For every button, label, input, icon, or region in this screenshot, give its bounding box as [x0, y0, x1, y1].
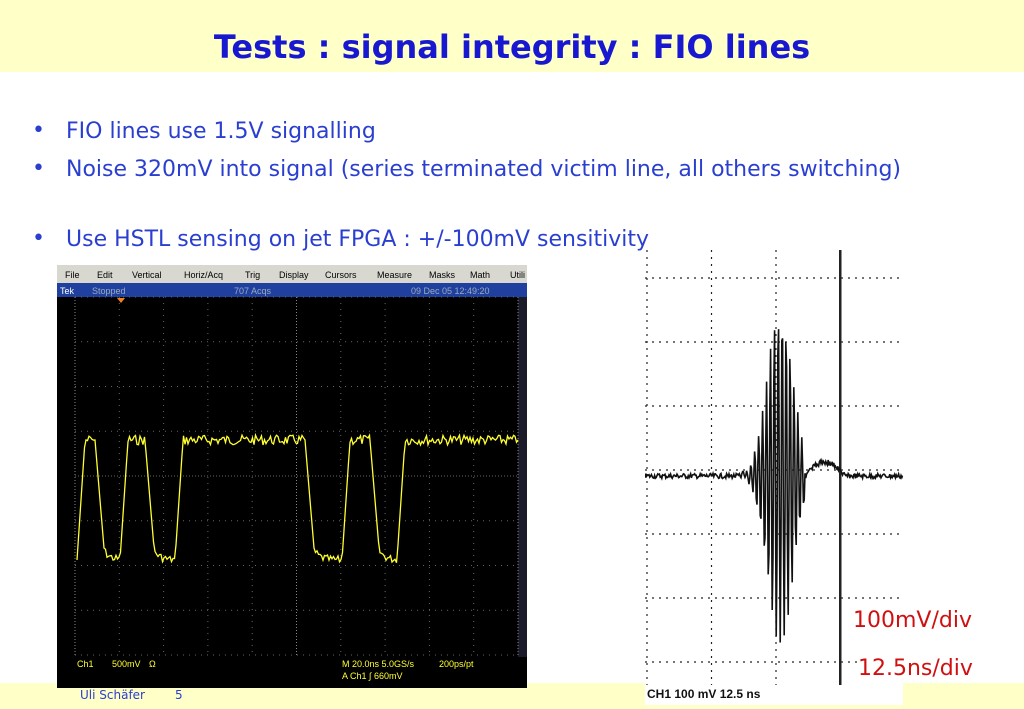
menu-item: Math — [470, 270, 490, 280]
info-text: Ω — [149, 659, 156, 669]
status-text: 09 Dec 05 12:49:20 — [411, 286, 490, 296]
menu-item: Vertical — [132, 270, 162, 280]
menu-item: File — [65, 270, 80, 280]
title: Tests : signal integrity : FIO lines — [213, 28, 811, 66]
info-text: 200ps/pt — [439, 659, 474, 669]
scope-screenshot: File Edit Vertical Horiz/Acq Trig Display Curs… — [57, 265, 527, 688]
top-band — [0, 0, 1024, 72]
bullet: • — [32, 156, 45, 181]
bullet-text: FIO lines use 1.5V signalling — [66, 119, 376, 144]
scope-info: CH1 100 mV 12.5 ns — [647, 687, 761, 701]
bullet-text: Noise 320mV into signal (series terminat… — [66, 157, 902, 182]
scale-label: 12.5ns/div — [858, 656, 973, 681]
menu-item: Edit — [97, 270, 113, 280]
scale-label: 100mV/div — [853, 608, 972, 633]
status-text: Tek — [60, 286, 75, 296]
menu-item: Cursors — [325, 270, 357, 280]
bullet: • — [32, 118, 45, 143]
menu-item: Masks — [429, 270, 456, 280]
status-text: 707 Acqs — [234, 286, 272, 296]
menu-item: Measure — [377, 270, 412, 280]
info-text: 500mV — [112, 659, 141, 669]
menu-item: Display — [279, 270, 309, 280]
info-text: M 20.0ns 5.0GS/s — [342, 659, 415, 669]
menu-item: Horiz/Acq — [184, 270, 223, 280]
info-text: Ch1 — [77, 659, 94, 669]
footer-author: Uli Schäfer — [80, 688, 145, 702]
bullet-text: Use HSTL sensing on jet FPGA : +/-100mV … — [66, 227, 650, 252]
scope-photo: CH1 100 mV 12.5 ns — [645, 250, 903, 705]
menu-item: Trig — [245, 270, 260, 280]
bullet: • — [32, 226, 45, 251]
menu-item: Utili — [510, 270, 525, 280]
footer-page: 5 — [175, 688, 183, 702]
status-text: Stopped — [92, 286, 126, 296]
info-text: A Ch1 ∫ 660mV — [342, 671, 403, 681]
